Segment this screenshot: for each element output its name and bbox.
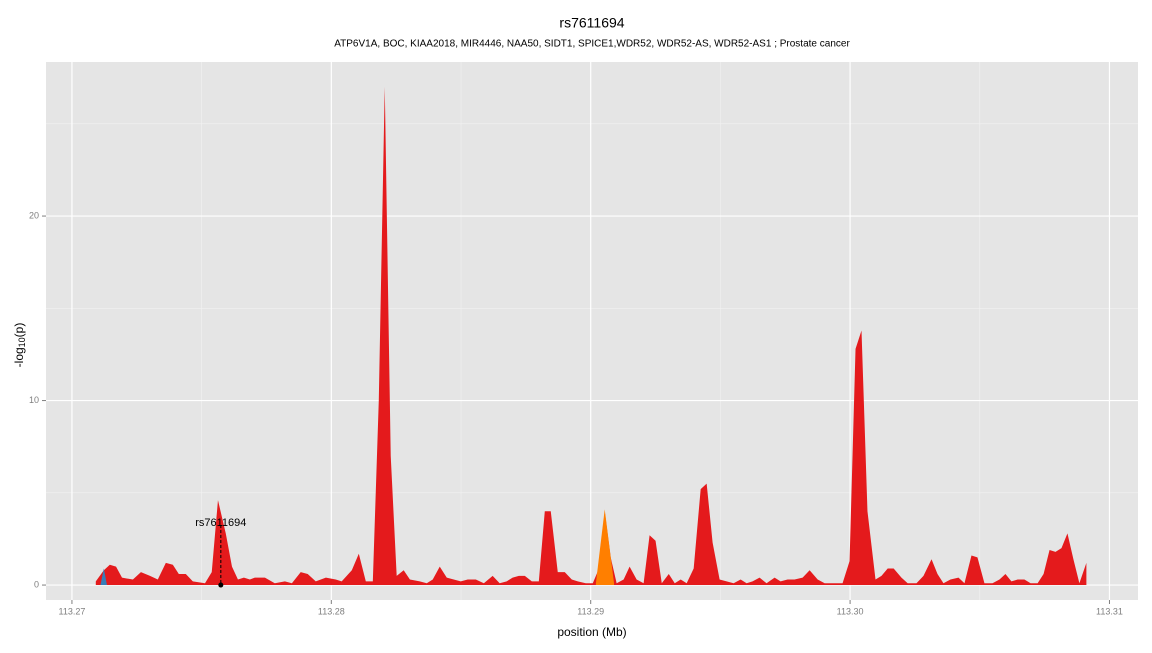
annotation-point xyxy=(218,582,224,588)
area xyxy=(100,568,107,586)
chart-subtitle: ATP6V1A, BOC, KIAA2018, MIR4446, NAA50, … xyxy=(334,39,850,50)
y-axis-label: -log10(p) xyxy=(12,323,27,368)
y-label-part: -log xyxy=(12,347,26,367)
area xyxy=(595,509,615,586)
y-tick-label: 0 xyxy=(34,579,39,589)
x-tick-label: 113.27 xyxy=(59,606,86,616)
plot-background xyxy=(46,62,1138,600)
x-tick-label: 113.30 xyxy=(837,606,864,616)
x-axis-label: position (Mb) xyxy=(557,625,626,639)
x-tick-label: 113.28 xyxy=(318,606,345,616)
x-tick-label: 113.31 xyxy=(1096,606,1123,616)
y-label-sub: 10 xyxy=(17,337,27,347)
annotation-label: rs7611694 xyxy=(195,517,246,529)
y-tick-label: 10 xyxy=(29,395,39,405)
chart-title: rs7611694 xyxy=(559,15,624,31)
y-label-part: (p) xyxy=(12,323,26,338)
x-tick-label: 113.29 xyxy=(577,606,604,616)
y-tick-label: 20 xyxy=(29,210,39,220)
